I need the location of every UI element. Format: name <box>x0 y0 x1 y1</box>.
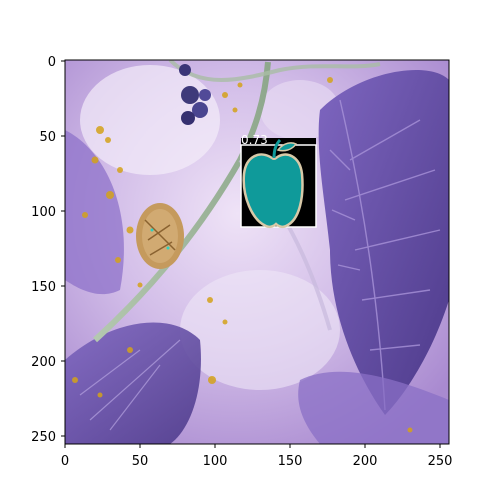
apple-icon <box>242 138 304 229</box>
axes-frame <box>64 59 450 445</box>
image-content: 0.73 <box>65 60 449 444</box>
nut-texture <box>144 219 176 256</box>
stem <box>168 60 381 82</box>
gold-speckles <box>72 77 413 433</box>
x-tick-label: 250 <box>428 454 453 469</box>
y-tick-label: 50 <box>39 130 56 145</box>
nut-speck <box>166 246 170 250</box>
light-patch <box>180 270 340 390</box>
leaf-bottom-left <box>65 322 201 444</box>
nut-speck <box>150 228 154 232</box>
x-tick-label: 200 <box>353 454 378 469</box>
y-tick-label: 150 <box>31 280 56 295</box>
leaf-left <box>65 130 124 295</box>
y-tick-label: 0 <box>48 55 56 70</box>
leaf-veins <box>329 99 441 411</box>
x-tick-label: 50 <box>132 454 149 469</box>
y-tick-label: 250 <box>31 430 56 445</box>
y-tick-label: 100 <box>31 205 56 220</box>
x-tick-label: 150 <box>278 454 303 469</box>
detection-score: 0.73 <box>241 133 268 147</box>
x-axis: 0 50 100 150 200 250 <box>61 444 453 469</box>
leaf-right <box>318 70 449 415</box>
light-patch <box>80 65 220 175</box>
x-tick-label: 100 <box>203 454 228 469</box>
berry-cluster <box>179 64 211 125</box>
y-tick-label: 200 <box>31 355 56 370</box>
leaf-veins <box>79 339 181 431</box>
y-axis: 0 50 100 150 200 250 <box>31 55 65 445</box>
stem <box>92 61 271 343</box>
x-tick-label: 0 <box>61 454 69 469</box>
leaf-bottom-right <box>298 371 449 444</box>
